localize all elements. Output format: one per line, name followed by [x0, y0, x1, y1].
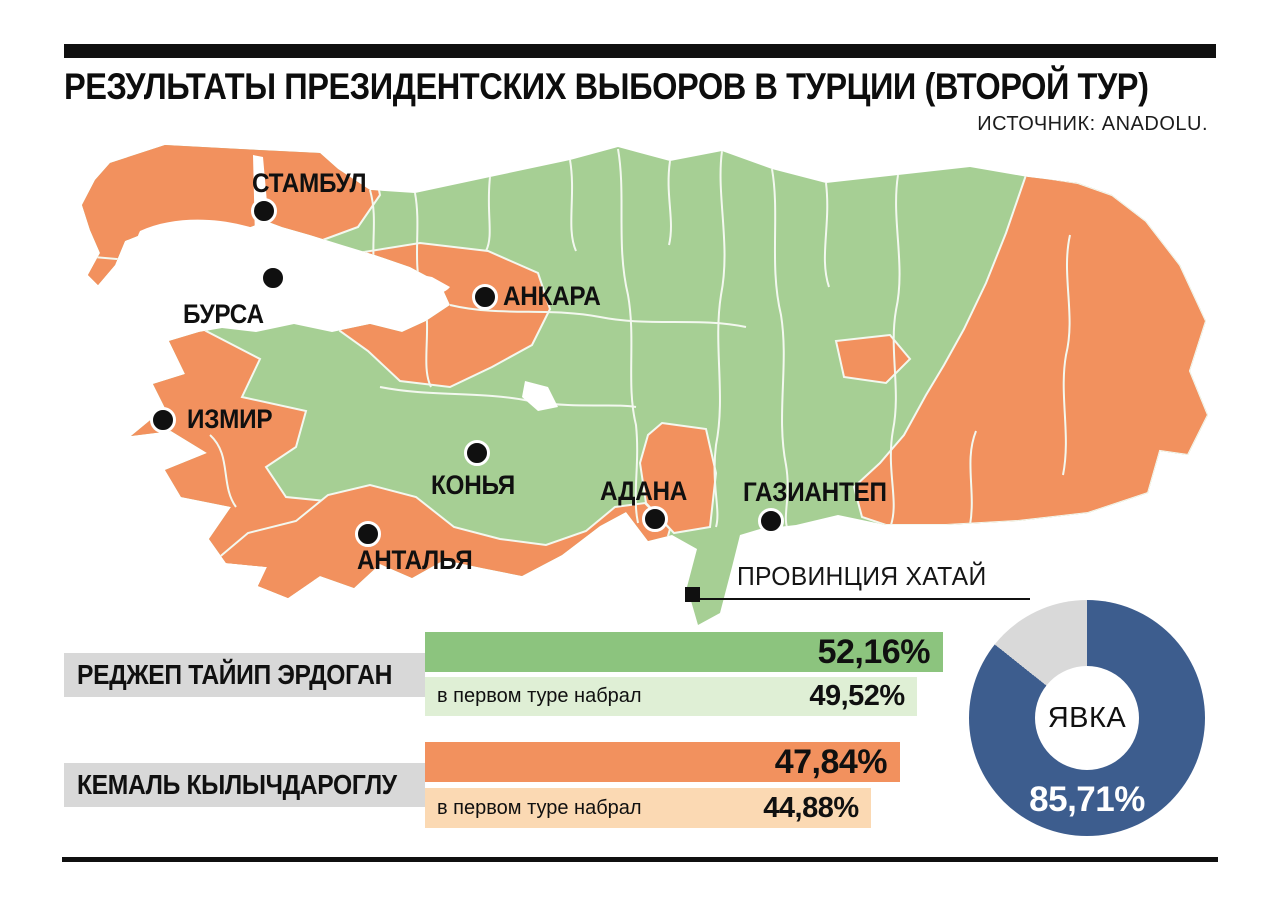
hatay-callout-line: [692, 598, 1030, 600]
marmara-sea: [133, 219, 450, 308]
erdogan-second-round-value: 52,16%: [817, 632, 931, 671]
erdogan-first-round-bar: в первом туре набрал 49,52%: [425, 677, 917, 716]
lake-tuz: [522, 381, 558, 411]
turkey-map: [82, 145, 1208, 625]
top-rule: [64, 44, 1216, 58]
region-tunceli-orange: [834, 333, 912, 385]
candidate-name-kilicdaroglu: КЕМАЛЬ КЫЛЫЧДАРОГЛУ: [64, 763, 425, 807]
source-credit: ИСТОЧНИК: ANADOLU.: [977, 113, 1208, 135]
kilicdaroglu-second-round-value: 47,84%: [774, 742, 888, 781]
turnout-value: 85,71%: [1029, 780, 1145, 819]
candidate-name-text: РЕДЖЕП ТАЙИП ЭРДОГАН: [77, 659, 393, 690]
turnout-label: ЯВКА: [1047, 701, 1127, 734]
candidate-name-erdogan: РЕДЖЕП ТАЙИП ЭРДОГАН: [64, 653, 425, 697]
candidate-name-text: КЕМАЛЬ КЫЛЫЧДАРОГЛУ: [77, 769, 397, 800]
page-title: РЕЗУЛЬТАТЫ ПРЕЗИДЕНТСКИХ ВЫБОРОВ В ТУРЦИ…: [64, 66, 1149, 107]
erdogan-first-round-value: 49,52%: [809, 680, 905, 712]
province-borders: [129, 148, 1071, 528]
turnout-donut-chart: ЯВКА 85,71%: [969, 600, 1205, 836]
erdogan-second-round-bar: 52,16%: [425, 632, 943, 672]
bottom-rule: [62, 857, 1218, 862]
first-round-caption: в первом туре набрал: [437, 685, 642, 707]
kilicdaroglu-second-round-bar: 47,84%: [425, 742, 901, 782]
kilicdaroglu-first-round-bar: в первом туре набрал 44,88%: [425, 788, 871, 828]
region-east-orange: [852, 173, 1208, 526]
region-adana-orange: [638, 421, 718, 535]
dardanelles-strait: [102, 255, 150, 315]
kilicdaroglu-first-round-value: 44,88%: [763, 791, 859, 824]
hatay-label: ПРОВИНЦИЯ ХАТАЙ: [737, 561, 987, 591]
turnout-donut-hole: ЯВКА: [1035, 666, 1139, 770]
first-round-caption: в первом туре набрал: [437, 796, 642, 819]
